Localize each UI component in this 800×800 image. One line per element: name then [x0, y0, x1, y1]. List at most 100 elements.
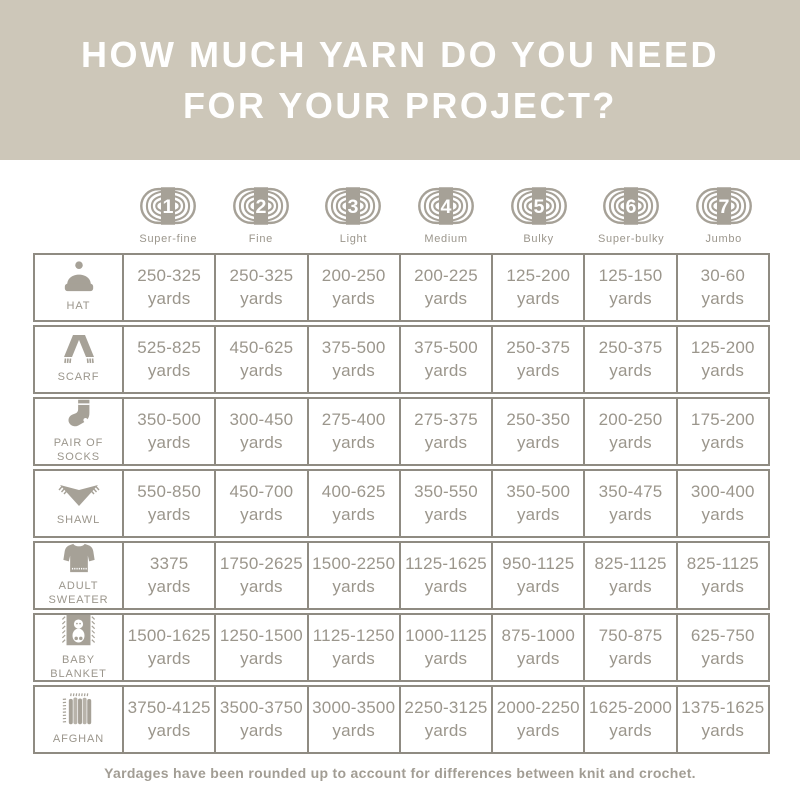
yardage-cell: 250-375 yards: [491, 327, 583, 392]
yardage-unit: yards: [701, 648, 745, 668]
yardage-range: 950-1125: [502, 554, 575, 574]
yardage-unit: yards: [424, 432, 468, 452]
yardage-cell: 1375-1625 yards: [675, 687, 768, 752]
yardage-range: 275-400: [321, 410, 386, 430]
yardage-unit: yards: [516, 432, 560, 452]
yardage-range: 375-500: [414, 338, 478, 358]
yardage-range: 450-625: [229, 338, 294, 358]
yardage-range: 1750-2625: [219, 554, 303, 574]
yardage-cell: 750-875 yards: [583, 615, 675, 680]
yardage-cell: 450-700 yards: [214, 471, 306, 536]
yardage-range: 825-1125: [686, 554, 759, 574]
yardage-cell: 300-400 yards: [675, 471, 768, 536]
yardage-range: 200-225: [414, 266, 478, 286]
yardage-unit: yards: [516, 576, 560, 596]
yardage-cell: 250-350 yards: [491, 399, 583, 464]
yarn-weight-number: 2: [255, 196, 266, 218]
yardage-cell: 3500-3750 yards: [214, 687, 306, 752]
yardage-unit: yards: [332, 288, 375, 308]
yarn-skein-icon: 5: [509, 185, 569, 232]
yardage-range: 825-1125: [594, 554, 667, 574]
yardage-unit: yards: [240, 432, 283, 452]
yardage-cell: 1125-1250 yards: [306, 615, 399, 680]
yardage-range: 250-350: [506, 410, 571, 430]
yarn-weight-1: 1 Super-fine: [122, 185, 215, 245]
table-row-shawl: SHAWL 550-850 yards 450-700 yards 400-62…: [33, 469, 770, 538]
yarn-weight-5: 5 Bulky: [492, 185, 585, 245]
yardage-cell: 250-325 yards: [122, 255, 214, 320]
yardage-unit: yards: [147, 720, 191, 740]
yardage-cell: 200-250 yards: [583, 399, 675, 464]
yardage-cell: 250-375 yards: [583, 327, 675, 392]
yardage-cell: 300-450 yards: [214, 399, 306, 464]
yarn-weight-number: 4: [441, 196, 452, 218]
project-label: SHAWL: [56, 514, 101, 527]
yardage-cell: 350-550 yards: [398, 471, 491, 536]
table-row-baby-blanket: BABY BLANKET 1500-1625 yards 1250-1500 y…: [33, 613, 770, 682]
yardage-cell: 2250-3125 yards: [398, 687, 491, 752]
yardage-cell: 275-400 yards: [306, 399, 399, 464]
scarf-icon: [59, 334, 99, 370]
yardage-unit: yards: [240, 504, 283, 524]
yardage-unit: yards: [240, 720, 283, 740]
yardage-cell: 450-625 yards: [214, 327, 306, 392]
project-cell: SCARF: [35, 327, 122, 392]
yarn-weight-number: 7: [718, 196, 729, 218]
project-label: PAIR OF SOCKS: [53, 436, 104, 463]
yardage-unit: yards: [609, 720, 652, 740]
yardage-unit: yards: [424, 504, 468, 524]
yardage-cell: 350-475 yards: [583, 471, 675, 536]
yardage-range: 250-325: [137, 266, 202, 286]
yardage-unit: yards: [424, 720, 468, 740]
yardage-range: 2250-3125: [404, 698, 488, 718]
yarn-weight-6: 6 Super-bulky: [585, 185, 678, 245]
yardage-unit: yards: [240, 288, 283, 308]
yardage-unit: yards: [332, 648, 375, 668]
yardage-unit: yards: [332, 360, 375, 380]
yardage-unit: yards: [332, 432, 375, 452]
yardage-unit: yards: [240, 576, 283, 596]
yardage-unit: yards: [240, 648, 283, 668]
yardage-unit: yards: [147, 288, 191, 308]
yardage-range: 125-200: [690, 338, 755, 358]
yardage-cell: 200-225 yards: [398, 255, 491, 320]
yardage-cell: 550-850 yards: [122, 471, 214, 536]
yardage-range: 250-375: [506, 338, 571, 358]
yarn-weight-number: 3: [348, 196, 359, 218]
yarn-weight-number: 1: [163, 196, 174, 218]
yardage-cell: 400-625 yards: [306, 471, 399, 536]
yarn-skein-icon: 3: [323, 185, 383, 232]
yardage-unit: yards: [701, 720, 745, 740]
project-cell: SHAWL: [35, 471, 122, 536]
yardage-cell: 1250-1500 yards: [214, 615, 306, 680]
table-row-pair-of-socks: PAIR OF SOCKS 350-500 yards 300-450 yard…: [33, 397, 770, 466]
project-label: HAT: [66, 300, 91, 313]
yarn-skein-icon: 7: [694, 185, 754, 232]
yardage-cell: 825-1125 yards: [583, 543, 675, 608]
yardage-range: 525-825: [137, 338, 202, 358]
yardage-range: 3375: [149, 554, 189, 574]
yardage-range: 450-700: [229, 482, 294, 502]
yarn-weight-label: Light: [339, 233, 368, 245]
yardage-range: 125-150: [598, 266, 663, 286]
yardage-cell: 1500-1625 yards: [122, 615, 214, 680]
yardage-table: HAT 250-325 yards 250-325 yards 200-250 …: [33, 253, 770, 754]
yarn-skein-icon: 1: [138, 185, 198, 232]
yardage-range: 1500-1625: [127, 626, 211, 646]
project-label: BABY BLANKET: [50, 653, 107, 680]
yardage-cell: 250-325 yards: [214, 255, 306, 320]
header-banner: HOW MUCH YARN DO YOU NEED FOR YOUR PROJE…: [0, 0, 800, 160]
baby-blanket-icon: [60, 613, 97, 653]
yardage-range: 200-250: [598, 410, 663, 430]
page-title-line2: FOR YOUR PROJECT?: [183, 85, 617, 126]
yarn-skein-icon: 6: [601, 185, 661, 232]
yardage-unit: yards: [424, 648, 468, 668]
yardage-unit: yards: [516, 504, 560, 524]
yardage-range: 275-375: [414, 410, 478, 430]
yardage-cell: 950-1125 yards: [491, 543, 583, 608]
yardage-cell: 1125-1625 yards: [398, 543, 491, 608]
sweater-icon: [58, 542, 100, 579]
project-label: SCARF: [57, 370, 100, 383]
yardage-unit: yards: [701, 360, 745, 380]
